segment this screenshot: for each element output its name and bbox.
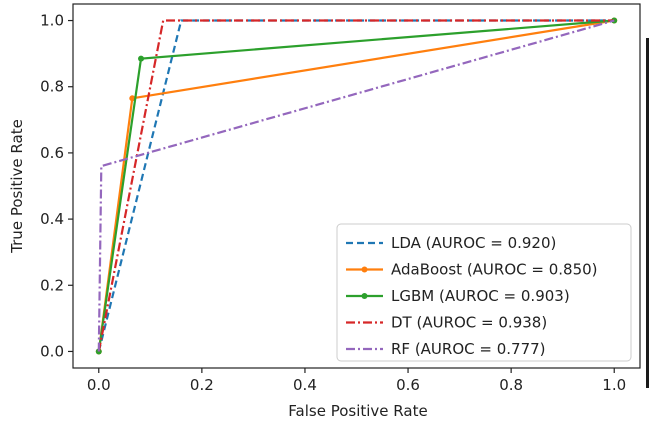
x-tick-label: 0.0 xyxy=(87,376,111,394)
legend-marker-adaboost xyxy=(361,266,368,273)
legend-label-adaboost: AdaBoost (AUROC = 0.850) xyxy=(391,261,598,279)
y-tick-label: 1.0 xyxy=(40,12,64,30)
plot-frame xyxy=(72,3,641,369)
series-point-adaboost xyxy=(129,95,136,102)
y-axis-title: True Positive Rate xyxy=(8,119,26,254)
legend-marker-lgbm xyxy=(361,293,368,299)
x-tick-label: 0.2 xyxy=(190,376,214,394)
series-line-dt xyxy=(97,19,615,352)
frame-edge xyxy=(646,38,649,388)
legend-label-dt: DT (AUROC = 0.938) xyxy=(391,314,547,332)
y-tick-label: 0.4 xyxy=(40,210,64,228)
legend-label-lgbm: LGBM (AUROC = 0.903) xyxy=(391,287,570,305)
y-tick-label: 0.0 xyxy=(40,342,64,360)
y-axis: 0.0 0.2 0.4 0.6 0.8 1.0 xyxy=(40,12,73,360)
legend-box xyxy=(336,223,632,362)
x-tick-label: 0.6 xyxy=(396,376,420,394)
y-tick-label: 0.8 xyxy=(40,78,64,96)
x-tick-label: 1.0 xyxy=(602,376,626,394)
x-tick-label: 0.4 xyxy=(293,376,317,394)
y-tick-label: 0.6 xyxy=(40,144,64,162)
x-axis-title: False Positive Rate xyxy=(288,402,427,420)
x-tick-label: 0.8 xyxy=(499,376,523,394)
series-line-lda xyxy=(97,19,615,352)
y-tick-label: 0.2 xyxy=(40,276,64,294)
legend-label-lda: LDA (AUROC = 0.920) xyxy=(391,234,556,252)
series-line-rf xyxy=(97,19,615,352)
legend-label-rf: RF (AUROC = 0.777) xyxy=(391,340,546,358)
legend: LDA (AUROC = 0.920) AdaBoost (AUROC = 0.8… xyxy=(336,223,632,362)
series-layer xyxy=(95,17,618,355)
series-point-lgbm xyxy=(138,55,145,62)
x-axis: 0.0 0.2 0.4 0.6 0.8 1.0 xyxy=(87,368,626,394)
